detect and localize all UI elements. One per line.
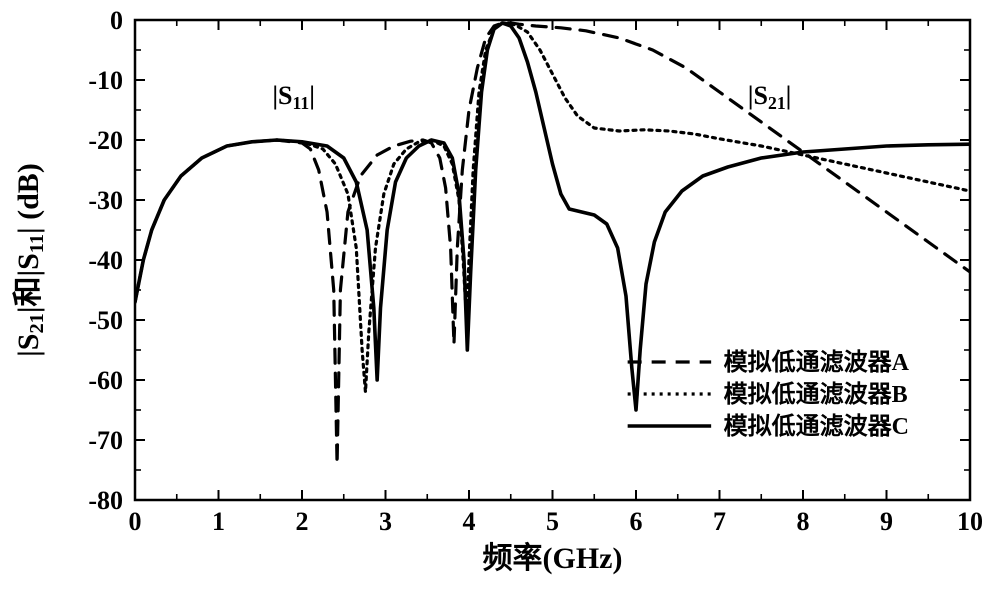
xtick-label: 5 bbox=[546, 507, 559, 536]
annotation: |S21| bbox=[748, 81, 792, 113]
ytick-label: -40 bbox=[88, 246, 123, 275]
series-B bbox=[135, 23, 970, 392]
xtick-label: 1 bbox=[212, 507, 225, 536]
xtick-label: 7 bbox=[713, 507, 726, 536]
y-axis-label: |S21|和|S11| (dB) bbox=[12, 163, 48, 357]
xtick-label: 4 bbox=[463, 507, 476, 536]
ytick-label: -50 bbox=[88, 306, 123, 335]
legend-label-B: 模拟低通滤波器B bbox=[724, 381, 908, 408]
ytick-label: -60 bbox=[88, 366, 123, 395]
annotation: |S11| bbox=[272, 81, 315, 113]
xtick-label: 2 bbox=[296, 507, 309, 536]
sparams-chart: 0 1 2 3 4 5 6 7 8 9 10 -80 -70 -60 -50 -40 -30 -20 -10 0 频率(… bbox=[0, 0, 1000, 592]
ytick-label: -80 bbox=[88, 486, 123, 515]
chart-svg: 0 1 2 3 4 5 6 7 8 9 10 -80 -70 -60 -50 -40 -30 -20 -10 0 频率(… bbox=[0, 0, 1000, 592]
ytick-label: -10 bbox=[88, 66, 123, 95]
xtick-label: 8 bbox=[797, 507, 810, 536]
xtick-label: 3 bbox=[379, 507, 392, 536]
ytick-label: -30 bbox=[88, 186, 123, 215]
legend-label-A: 模拟低通滤波器A bbox=[724, 349, 910, 376]
xtick-label: 0 bbox=[129, 507, 142, 536]
xtick-label: 9 bbox=[880, 507, 893, 536]
xtick-label: 10 bbox=[957, 507, 983, 536]
ytick-label: -70 bbox=[88, 426, 123, 455]
ytick-label: -20 bbox=[88, 126, 123, 155]
legend-label-C: 模拟低通滤波器C bbox=[724, 413, 909, 440]
x-axis-label: 频率(GHz) bbox=[483, 542, 623, 575]
xtick-label: 6 bbox=[630, 507, 643, 536]
ytick-label: 0 bbox=[110, 6, 123, 35]
